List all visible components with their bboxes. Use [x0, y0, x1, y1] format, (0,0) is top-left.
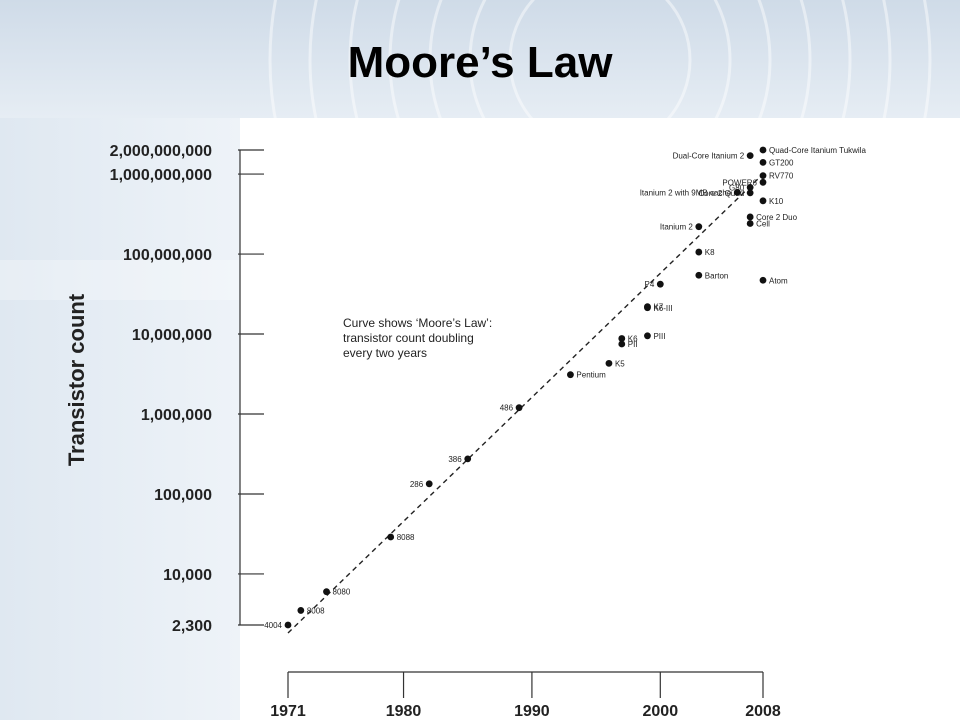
- x-tick-label: 2008: [745, 703, 781, 720]
- data-point-label: Core 2 Quad: [698, 189, 744, 198]
- data-point: [746, 189, 754, 197]
- data-point: [759, 146, 767, 154]
- data-point-label: Dual-Core Itanium 2: [673, 152, 745, 161]
- data-point: [695, 248, 703, 256]
- data-point: [567, 371, 574, 379]
- data-point-label: K8: [705, 248, 715, 257]
- data-point-label: 4004: [264, 621, 282, 630]
- annotation-line: transistor count doubling: [343, 331, 474, 345]
- y-axis: 2,000,000,000 1,000,000,000 100,000,000 10,…: [110, 143, 264, 635]
- moores-law-trend-line: [287, 173, 764, 634]
- data-point-label: 8008: [307, 606, 325, 615]
- data-point-label: 486: [500, 404, 514, 413]
- data-point: [746, 184, 754, 191]
- data-point: [605, 359, 613, 367]
- data-point-label: 286: [410, 480, 424, 489]
- data-point-label: Pentium: [576, 371, 606, 380]
- data-point-label: Cell: [756, 219, 770, 228]
- x-tick-label: 1971: [270, 703, 306, 720]
- data-point: [464, 455, 472, 463]
- data-point: [644, 332, 651, 340]
- data-point: [759, 158, 767, 166]
- data-point: [387, 533, 395, 541]
- data-point: [656, 280, 664, 288]
- data-point: [759, 276, 767, 284]
- data-point: [746, 213, 754, 221]
- slide-title: Moore’s Law: [347, 38, 613, 87]
- data-point: [323, 588, 330, 596]
- data-point-label: P4: [645, 280, 655, 289]
- y-axis-title: Transistor count: [64, 293, 89, 466]
- y-tick-label: 2,300: [172, 618, 212, 635]
- data-point: [759, 178, 767, 186]
- data-point-label: 386: [448, 455, 462, 464]
- annotation-line: Curve shows ‘Moore’s Law’:: [343, 316, 492, 330]
- x-tick-label: 1980: [386, 703, 422, 720]
- data-point-label: POWER6: [722, 178, 757, 187]
- data-point-label: GT200: [769, 158, 794, 167]
- data-point: [425, 480, 433, 488]
- data-point-label: G80: [729, 183, 745, 192]
- data-point-label: Barton: [705, 271, 729, 280]
- data-point: [759, 172, 767, 180]
- y-tick-label: 2,000,000,000: [110, 143, 212, 160]
- data-point: [733, 188, 741, 196]
- data-point: [618, 335, 626, 342]
- data-point-label: 8088: [397, 533, 415, 542]
- y-tick-label: 1,000,000,000: [110, 167, 212, 184]
- data-point-label: K6: [628, 334, 638, 343]
- data-point-label: Atom: [769, 276, 788, 285]
- y-tick-label: 10,000: [163, 567, 212, 584]
- data-point-label: Itanium 2: [660, 223, 693, 232]
- data-point: [746, 152, 754, 160]
- data-point: [695, 223, 703, 231]
- y-tick-label: 100,000: [154, 487, 212, 504]
- y-tick-label: 100,000,000: [123, 247, 212, 264]
- x-axis: 1971 1980 1990 2000 2008: [270, 671, 781, 720]
- annotation-note: Curve shows ‘Moore’s Law’:transistor cou…: [343, 316, 492, 360]
- data-point: [515, 404, 523, 412]
- y-tick-label: 10,000,000: [132, 327, 212, 344]
- data-point-label: Core 2 Duo: [756, 213, 797, 222]
- data-point-label: RV770: [769, 172, 794, 181]
- data-point-label: Quad-Core Itanium Tukwila: [769, 146, 866, 155]
- data-point: [759, 197, 767, 205]
- data-point-label: Itanium 2 with 9MB cache: [640, 188, 732, 197]
- data-point-label: PIII: [653, 332, 665, 341]
- data-point-label: 8080: [333, 588, 351, 597]
- data-point-label: K6-III: [653, 304, 672, 313]
- annotation-line: every two years: [343, 346, 427, 360]
- data-point: [297, 607, 305, 614]
- y-tick-label: 1,000,000: [141, 407, 212, 424]
- data-point-label: K7: [653, 303, 663, 312]
- data-point: [695, 271, 703, 279]
- data-point-label: PII: [628, 340, 638, 349]
- data-point-label: K10: [769, 197, 784, 206]
- x-tick-label: 1990: [514, 703, 550, 720]
- data-point: [644, 303, 651, 311]
- x-tick-label: 2000: [643, 703, 679, 720]
- data-point: [746, 220, 754, 227]
- data-point: [618, 340, 626, 348]
- data-point: [284, 621, 292, 629]
- data-point-label: K5: [615, 359, 625, 368]
